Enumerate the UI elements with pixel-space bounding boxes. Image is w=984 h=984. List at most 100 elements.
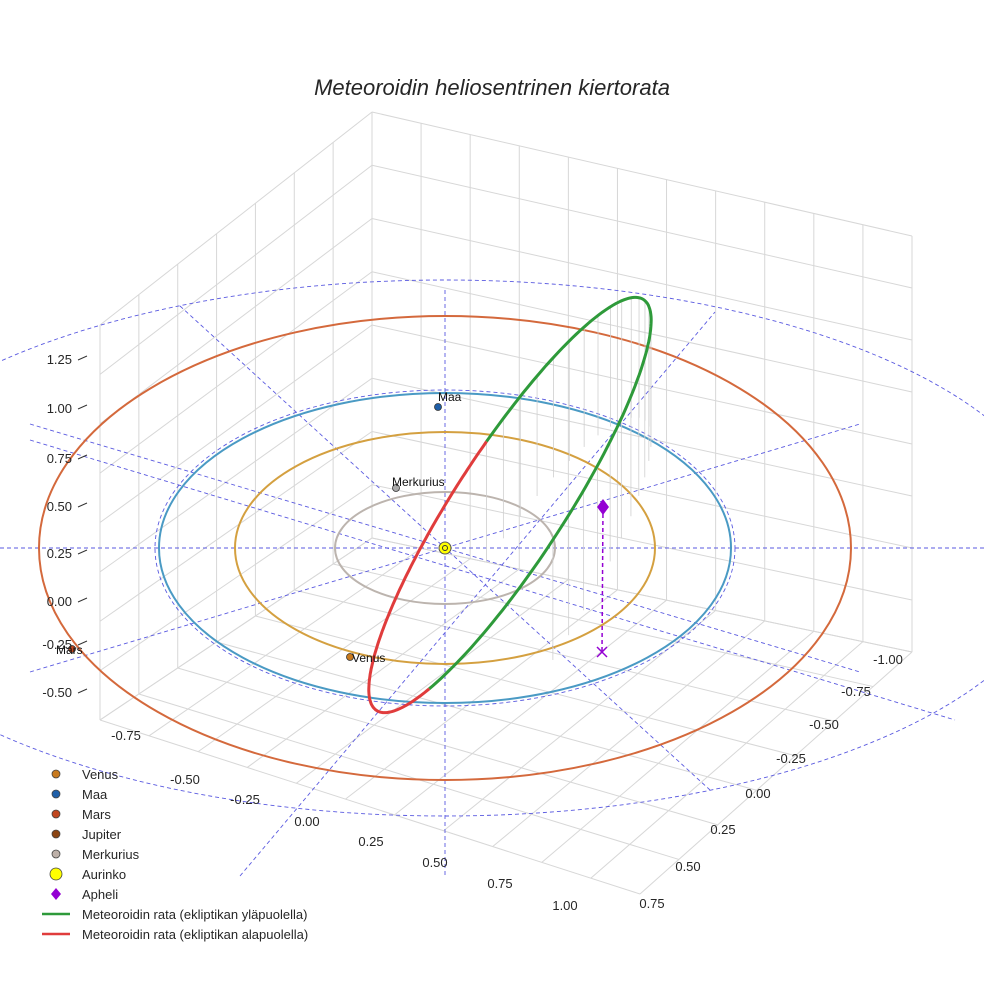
z-tick xyxy=(77,640,88,646)
grid-line xyxy=(371,484,913,601)
planet-orbits xyxy=(38,315,852,781)
markers: Venus Maa Mars Merkurius xyxy=(56,390,609,665)
grid-line xyxy=(246,568,520,768)
planet-label-mars: Mars xyxy=(56,643,83,657)
planet-maa xyxy=(434,403,442,411)
grid-line xyxy=(216,641,757,791)
grid-line xyxy=(639,651,913,895)
grid-line xyxy=(99,111,373,326)
legend-label: Venus xyxy=(82,767,119,782)
grid-line xyxy=(255,615,796,757)
planet-label-merkurius: Merkurius xyxy=(392,475,445,489)
legend-label: Meteoroidin rata (ekliptikan yläpuolella… xyxy=(82,907,307,922)
grid-line xyxy=(371,111,913,237)
legend-label: Merkurius xyxy=(82,847,140,862)
grid-line xyxy=(99,537,373,721)
y-tick-label: 0.25 xyxy=(710,822,735,837)
x-tick-label: 0.25 xyxy=(358,834,383,849)
guide-ellipse xyxy=(154,389,736,707)
y-tick-label: 0.75 xyxy=(639,896,664,911)
trajectory-above-ecliptic xyxy=(428,295,653,690)
axis-ticks: -0.50 -0.25 0.00 0.25 0.50 0.75 1.00 1.25 -0.75 -… xyxy=(42,352,902,913)
z-tick-label: 1.25 xyxy=(47,352,72,367)
sun-marker xyxy=(438,541,452,555)
grid-line xyxy=(541,630,815,863)
y-tick-label: 0.00 xyxy=(745,786,770,801)
grid-line xyxy=(492,620,766,847)
sun-core xyxy=(442,545,448,551)
legend-marker xyxy=(51,829,61,839)
legend-label: Meteoroidin rata (ekliptikan alapuolella… xyxy=(82,927,308,942)
z-tick xyxy=(77,404,88,410)
z-tick xyxy=(77,355,88,361)
legend-label: Jupiter xyxy=(82,827,122,842)
grid-line xyxy=(371,431,913,549)
y-tick-label: -0.50 xyxy=(809,717,839,732)
grid-line xyxy=(345,589,618,800)
grid-line xyxy=(148,547,422,737)
grid-line xyxy=(371,164,913,289)
grid-line xyxy=(99,218,373,425)
grid-line xyxy=(294,589,835,722)
legend-label: Maa xyxy=(82,787,108,802)
z-tick xyxy=(77,597,88,603)
planet-merkurius xyxy=(392,484,400,492)
x-tick-label: -0.75 xyxy=(111,728,141,743)
y-tick-label: -1.00 xyxy=(873,652,903,667)
aphelion-drop-line xyxy=(601,506,604,653)
grid-line xyxy=(590,641,864,879)
legend-label: Apheli xyxy=(82,887,118,902)
z-tick xyxy=(77,502,88,508)
z-tick xyxy=(77,454,88,460)
planet-label-venus: Venus xyxy=(352,651,385,665)
grid-line xyxy=(99,431,373,622)
z-tick xyxy=(77,688,88,694)
grid-line xyxy=(197,558,471,753)
x-tick-label: -0.25 xyxy=(230,792,260,807)
z-tick-label: 0.00 xyxy=(47,594,72,609)
z-tick-label: -0.50 xyxy=(42,685,72,700)
grid-line xyxy=(371,271,913,393)
legend-marker xyxy=(51,888,61,900)
ecliptic-guides xyxy=(0,279,984,877)
guide-line xyxy=(29,423,861,673)
grid-line xyxy=(394,599,667,816)
x-tick-label: -0.50 xyxy=(170,772,200,787)
legend-marker xyxy=(49,867,63,881)
grid-line xyxy=(443,610,716,832)
grid-line xyxy=(99,271,373,474)
z-tick-label: 0.75 xyxy=(47,451,72,466)
legend-marker xyxy=(51,769,61,779)
orbit-merkurius xyxy=(334,491,556,605)
y-tick-label: -0.75 xyxy=(841,684,871,699)
y-tick-label: -0.25 xyxy=(776,751,806,766)
legend-marker xyxy=(51,849,61,859)
grid-line xyxy=(371,218,913,341)
x-tick-label: 1.00 xyxy=(552,898,577,913)
planet-mars xyxy=(68,645,76,653)
legend: Venus Maa Mars Jupiter Merkurius Aurinko Aphel… xyxy=(42,767,308,942)
trajectory-below-ecliptic xyxy=(367,440,488,715)
meteoroid-trajectory xyxy=(367,295,653,715)
grid-line xyxy=(138,693,680,860)
legend-label: Aurinko xyxy=(82,867,126,882)
z-tick-label: -0.25 xyxy=(42,637,72,652)
x-tick-label: 0.00 xyxy=(294,814,319,829)
legend-label: Mars xyxy=(82,807,111,822)
orbit-venus xyxy=(234,431,656,665)
grid-line xyxy=(177,667,718,826)
grid-line xyxy=(99,377,373,573)
legend-marker xyxy=(51,809,61,819)
grid-line xyxy=(99,164,373,375)
chart-title: Meteoroidin heliosentrinen kiertorata xyxy=(314,75,670,100)
orbit-maa xyxy=(158,392,732,704)
z-tick-label: 0.25 xyxy=(47,546,72,561)
aphelion-marker xyxy=(597,499,609,515)
grid-line xyxy=(99,324,373,523)
planet-venus xyxy=(346,653,354,661)
aphelion-projection xyxy=(596,646,608,658)
legend-marker xyxy=(51,789,61,799)
z-tick-label: 1.00 xyxy=(47,401,72,416)
guide-line xyxy=(29,423,861,673)
